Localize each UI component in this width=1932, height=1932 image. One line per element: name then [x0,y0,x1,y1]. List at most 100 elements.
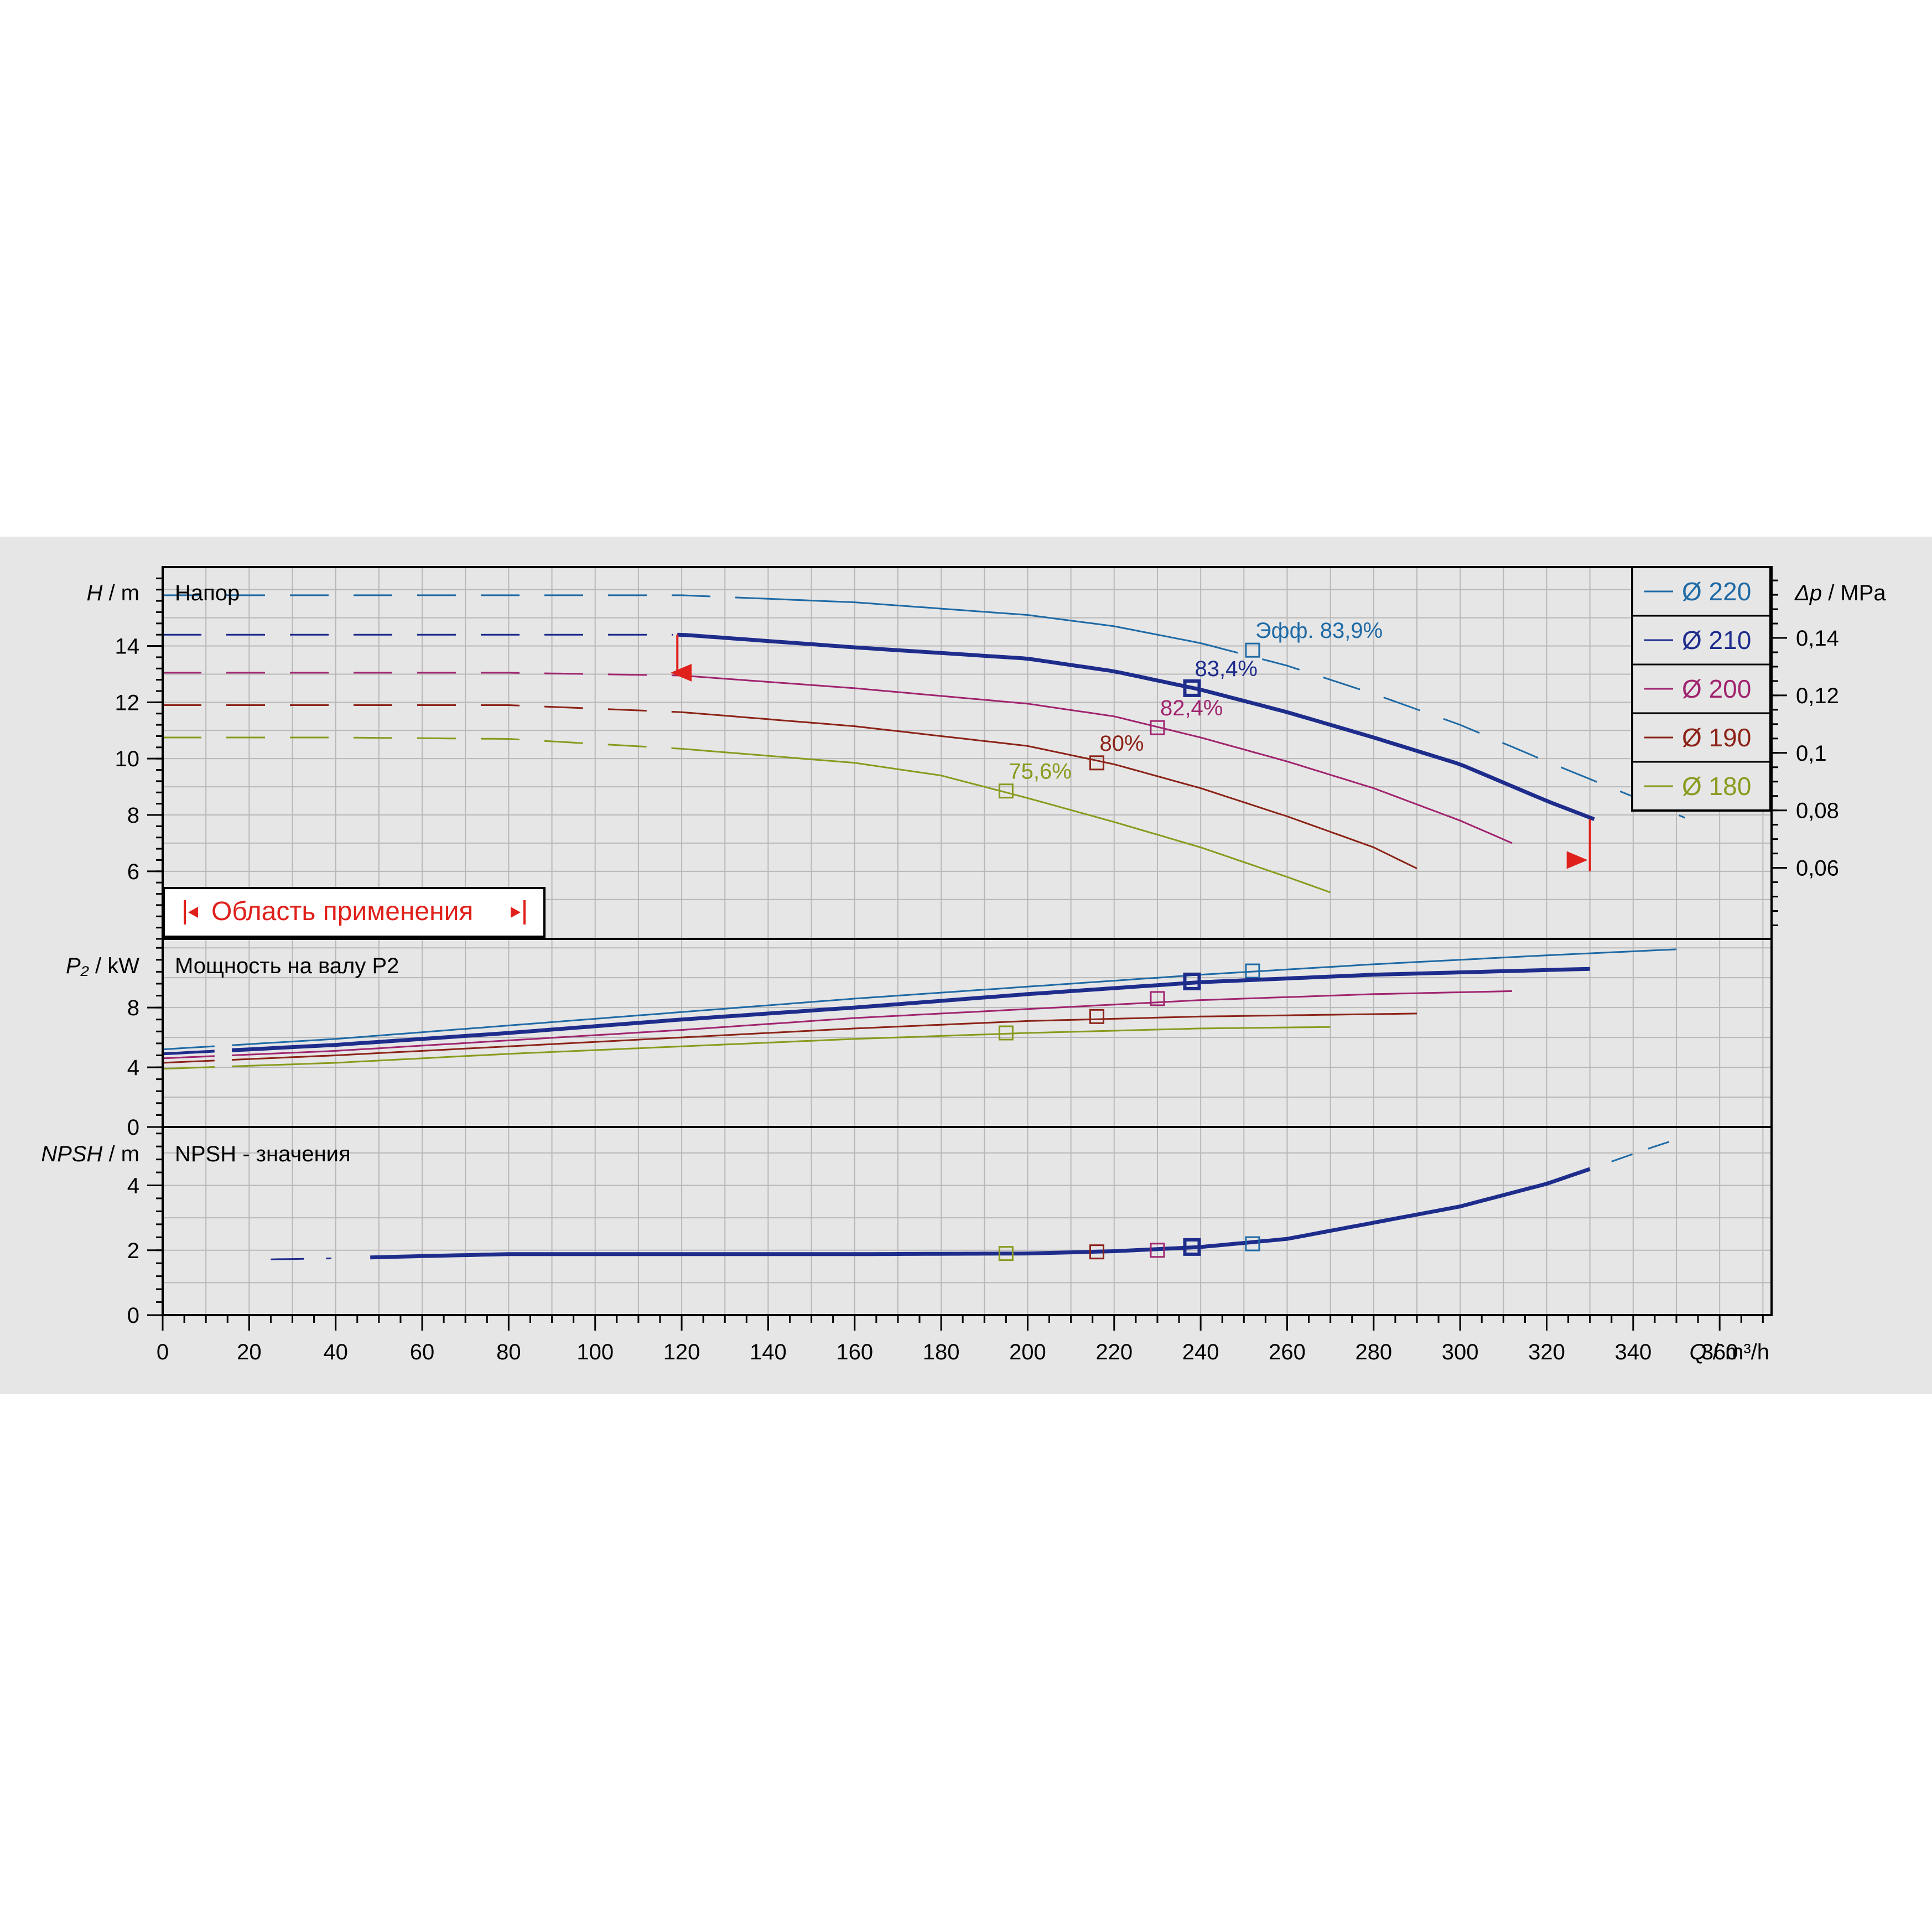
right-tick-label: 0,1 [1796,741,1827,766]
power-curve-start [162,1045,215,1051]
legend-label: Ø 220 [1682,577,1751,606]
x-tick-label: 40 [323,1340,348,1364]
power-curve-start [162,1055,215,1060]
x-tick-label: 60 [410,1340,435,1364]
y-tick-label: 8 [127,803,139,828]
npsh-curve [370,1167,1591,1260]
npsh-bep-marker [1183,1238,1201,1256]
y-tick-label: 12 [115,690,140,715]
npsh-curve-dashed [1611,1137,1681,1162]
right-tick-label: 0,12 [1796,684,1839,708]
plot-frame [162,566,1773,1316]
y-tick-label: 0 [127,1303,139,1328]
x-tick-label: 180 [923,1340,960,1364]
power-panel-title: Мощность на валу P2 [175,954,399,978]
x-axis-unit: / m³/h [1707,1340,1769,1364]
legend-label: Ø 180 [1682,772,1751,801]
y-tick-label: 2 [127,1239,139,1263]
right-axis-variable: Δp [1794,581,1822,605]
npsh-bep-marker [998,1246,1014,1261]
x-tick-label: 100 [577,1340,614,1364]
head-curve-dashed [163,594,768,600]
npsh-panel-bg [163,1127,1772,1315]
right-axis-unit: / MPa [1822,581,1886,605]
y-tick-label: 4 [127,1174,139,1198]
x-tick-label: 160 [836,1340,873,1364]
npsh-panel-title: NPSH - значения [175,1142,351,1166]
head-curve-dashed [163,672,682,677]
x-tick-label: 320 [1528,1340,1565,1364]
power-curve-start [162,1050,215,1056]
bep-efficiency-label: 83,4% [1194,657,1257,681]
bep-efficiency-label: Эфф. 83,9% [1255,619,1383,643]
power-axis-unit: / kW [89,954,139,978]
head-panel-bg [163,567,1772,939]
head-curve [677,632,1595,821]
y-tick-label: 6 [127,860,139,884]
x-tick-label: 280 [1355,1340,1392,1364]
power-bep-marker [1150,991,1165,1006]
npsh-bep-marker [1150,1243,1165,1258]
axis-layer: Напор Мощность на валу P2 NPSH - значения 6… [41,566,1886,1364]
npsh-axis-variable: NPSH [41,1142,102,1166]
y-tick-label: 8 [127,996,139,1020]
head-curve [768,598,1201,644]
head-axis-title: H / m [86,581,139,605]
head-panel-title: Напор [175,581,240,605]
power-curve [232,990,1513,1056]
x-tick-label: 340 [1614,1340,1651,1364]
y-tick-label: 14 [115,635,140,659]
npsh-axis-title: NPSH / m [41,1142,139,1166]
npsh-curve-dashed [271,1258,331,1260]
right-tick-label: 0,08 [1796,799,1839,823]
right-tick-label: 0,14 [1796,626,1839,651]
bep-efficiency-label: 82,4% [1160,696,1223,720]
npsh-bep-marker [1245,1236,1260,1251]
right-tick-label: 0,06 [1796,856,1839,881]
power-curve [232,1026,1331,1067]
bep-marker [1089,755,1105,771]
grid-layer [163,567,1772,1315]
x-axis-variable: Q [1690,1340,1707,1364]
npsh-bep-marker [1089,1244,1105,1260]
head-curve [681,747,1331,894]
power-curve-start [162,1060,215,1064]
application-range-right-arrow-icon [511,907,521,918]
legend: Ø 220 Ø 210 Ø 200 Ø 190 Ø 180 [1631,566,1772,812]
bep-marker [1183,679,1201,697]
head-curve [681,711,1417,870]
x-axis-title: Q / m³/h [1690,1340,1769,1364]
bep-marker [1245,642,1260,658]
application-range-label: Область применения [211,897,473,926]
x-tick-label: 260 [1269,1340,1306,1364]
bep-marker [1150,720,1165,735]
x-tick-label: 80 [496,1340,521,1364]
power-bep-marker [1089,1009,1105,1024]
bep-efficiency-label: 80% [1100,731,1144,756]
npsh-axis-unit: / m [102,1142,139,1166]
x-tick-label: 300 [1442,1340,1479,1364]
y-tick-label: 10 [115,747,140,771]
x-tick-label: 140 [750,1340,787,1364]
bep-efficiency-label: 75,6% [1009,760,1071,784]
power-bep-marker [998,1025,1014,1041]
application-range-left-arrow-icon [188,907,198,918]
x-tick-label: 220 [1095,1340,1133,1364]
x-tick-label: 120 [663,1340,700,1364]
x-tick-label: 20 [237,1340,262,1364]
y-tick-label: 0 [127,1115,139,1140]
legend-label: Ø 200 [1682,674,1751,703]
power-axis-variable: P₂ [66,954,89,978]
x-tick-label: 0 [157,1340,169,1364]
head-curve [681,674,1513,844]
power-bep-marker [1183,972,1201,990]
right-axis-title: Δp / MPa [1794,581,1886,605]
power-curve [231,967,1590,1052]
power-axis-title: P₂ / kW [66,954,139,978]
bep-marker [998,783,1014,799]
range-max-arrow-icon [1566,851,1588,869]
power-curve [232,1012,1417,1061]
legend-label: Ø 210 [1682,626,1751,655]
head-curve-dashed [163,704,682,713]
